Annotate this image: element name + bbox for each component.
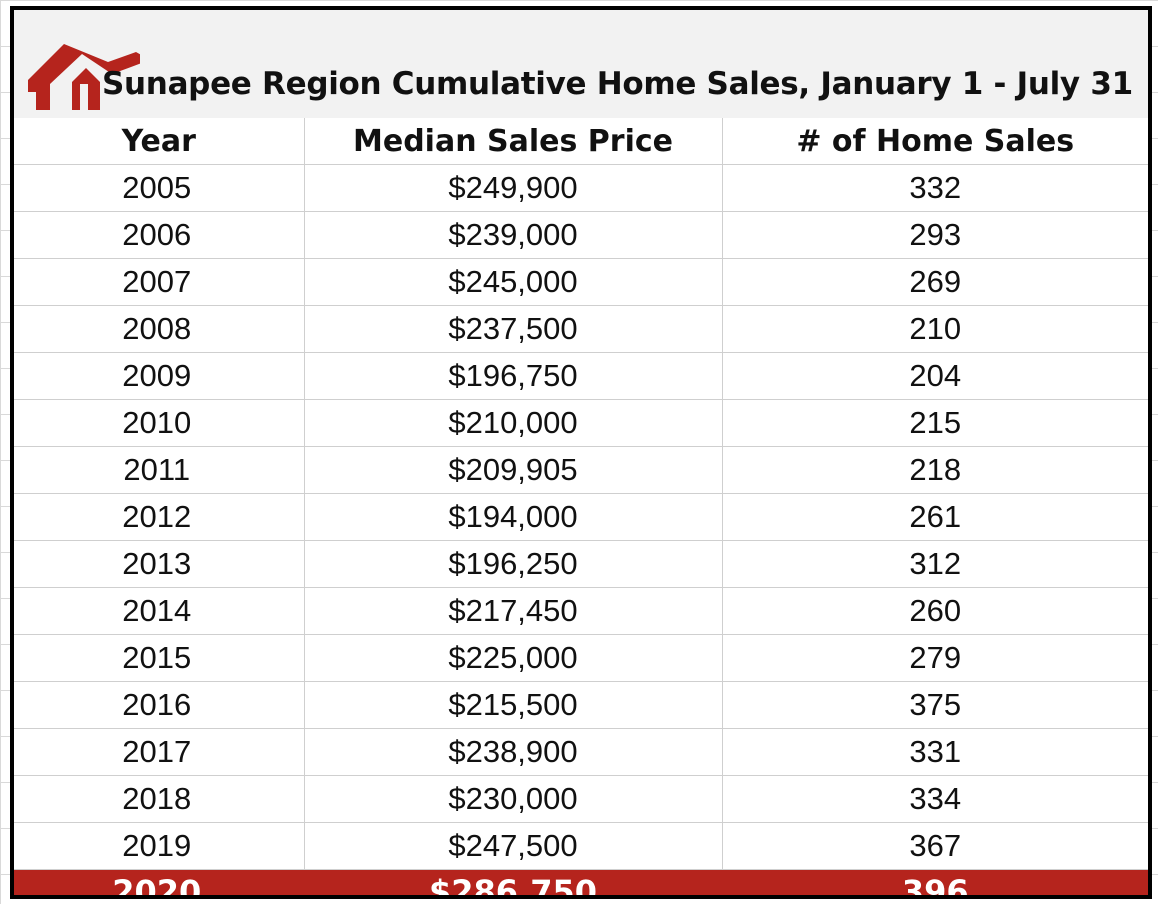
table-row: 2011 $209,905 218 (14, 446, 1148, 494)
cell-home-sales: 396 (722, 869, 1148, 895)
cell-median-price: $210,000 (304, 399, 723, 447)
cell-home-sales: 279 (722, 634, 1148, 682)
table-row: 2009 $196,750 204 (14, 352, 1148, 400)
table-row: 2014 $217,450 260 (14, 587, 1148, 635)
cell-year: 2019 (14, 822, 305, 870)
cell-median-price: $237,500 (304, 305, 723, 353)
table-row: 2013 $196,250 312 (14, 540, 1148, 588)
cell-year: 2013 (14, 540, 305, 588)
cell-median-price: $286,750 (304, 869, 723, 895)
title-band: Sunapee Region Cumulative Home Sales, Ja… (14, 10, 1148, 118)
cell-home-sales: 269 (722, 258, 1148, 306)
cell-home-sales: 375 (722, 681, 1148, 729)
cell-year: 2016 (14, 681, 305, 729)
cell-year: 2011 (14, 446, 305, 494)
cell-home-sales: 204 (722, 352, 1148, 400)
cell-home-sales: 293 (722, 211, 1148, 259)
header-row: Year Median Sales Price # of Home Sales (14, 118, 1148, 165)
cell-year: 2007 (14, 258, 305, 306)
cell-year: 2009 (14, 352, 305, 400)
cell-year: 2012 (14, 493, 305, 541)
cell-median-price: $245,000 (304, 258, 723, 306)
table-row: 2018 $230,000 334 (14, 775, 1148, 823)
cell-median-price: $225,000 (304, 634, 723, 682)
highlight-row: 2020 $286,750 396 (14, 869, 1148, 895)
cell-year: 2010 (14, 399, 305, 447)
table-row: 2006 $239,000 293 (14, 211, 1148, 259)
cell-home-sales: 215 (722, 399, 1148, 447)
cell-median-price: $194,000 (304, 493, 723, 541)
cell-home-sales: 210 (722, 305, 1148, 353)
header-home-sales: # of Home Sales (722, 118, 1148, 165)
cell-median-price: $209,905 (304, 446, 723, 494)
cell-home-sales: 218 (722, 446, 1148, 494)
table-row: 2012 $194,000 261 (14, 493, 1148, 541)
table-frame: Sunapee Region Cumulative Home Sales, Ja… (10, 6, 1152, 899)
cell-median-price: $239,000 (304, 211, 723, 259)
header-year: Year (14, 118, 305, 165)
cell-year: 2020 (14, 869, 305, 895)
cell-home-sales: 332 (722, 164, 1148, 212)
cell-year: 2015 (14, 634, 305, 682)
sales-table: Year Median Sales Price # of Home Sales … (14, 118, 1148, 895)
table-row: 2010 $210,000 215 (14, 399, 1148, 447)
table-title: Sunapee Region Cumulative Home Sales, Ja… (102, 66, 1133, 102)
cell-home-sales: 331 (722, 728, 1148, 776)
cell-year: 2014 (14, 587, 305, 635)
house-roof-icon (28, 44, 140, 110)
table-row: 2007 $245,000 269 (14, 258, 1148, 306)
cell-year: 2006 (14, 211, 305, 259)
cell-home-sales: 261 (722, 493, 1148, 541)
table-row: 2016 $215,500 375 (14, 681, 1148, 729)
cell-year: 2018 (14, 775, 305, 823)
cell-year: 2008 (14, 305, 305, 353)
table-row: 2015 $225,000 279 (14, 634, 1148, 682)
table-row: 2008 $237,500 210 (14, 305, 1148, 353)
cell-median-price: $217,450 (304, 587, 723, 635)
cell-year: 2017 (14, 728, 305, 776)
header-median-price: Median Sales Price (304, 118, 723, 165)
table-body: 2005 $249,900 332 2006 $239,000 293 2007 $245,0… (14, 164, 1148, 895)
cell-home-sales: 334 (722, 775, 1148, 823)
cell-year: 2005 (14, 164, 305, 212)
table-row: 2005 $249,900 332 (14, 164, 1148, 212)
cell-median-price: $238,900 (304, 728, 723, 776)
cell-home-sales: 312 (722, 540, 1148, 588)
cell-median-price: $230,000 (304, 775, 723, 823)
cell-home-sales: 367 (722, 822, 1148, 870)
table-row: 2019 $247,500 367 (14, 822, 1148, 870)
cell-median-price: $196,750 (304, 352, 723, 400)
table-row: 2017 $238,900 331 (14, 728, 1148, 776)
cell-median-price: $196,250 (304, 540, 723, 588)
cell-median-price: $249,900 (304, 164, 723, 212)
cell-median-price: $247,500 (304, 822, 723, 870)
cell-median-price: $215,500 (304, 681, 723, 729)
cell-home-sales: 260 (722, 587, 1148, 635)
